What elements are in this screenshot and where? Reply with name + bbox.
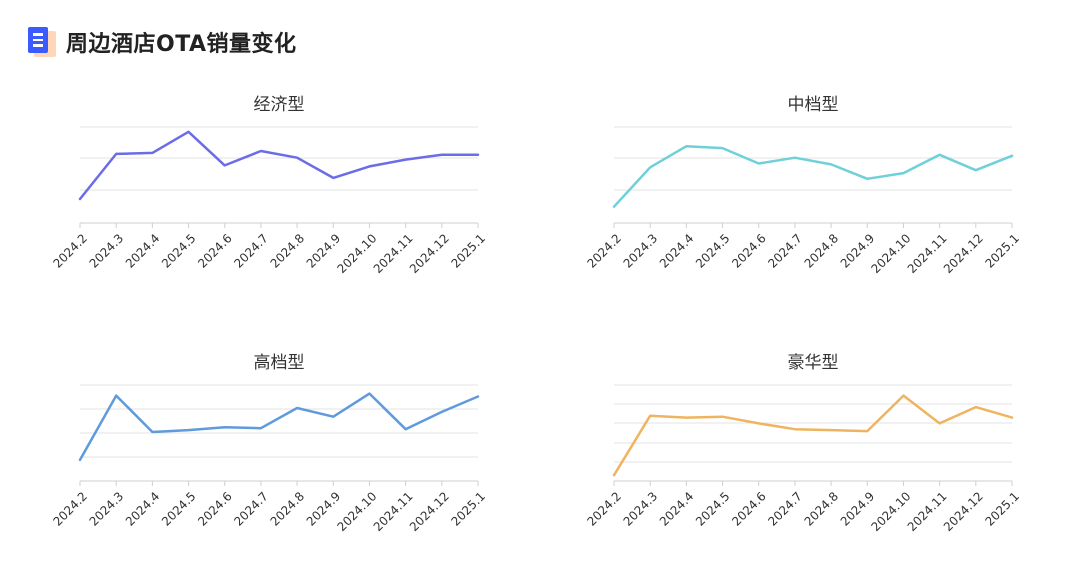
x-tick-label: 2024.4 (657, 231, 697, 271)
x-tick-label: 2024.5 (693, 489, 733, 529)
x-tick-label: 2024.5 (159, 489, 199, 529)
chart-title: 豪华型 (788, 352, 839, 373)
page-header: 周边酒店OTA销量变化 (28, 26, 297, 58)
series-line (78, 130, 480, 201)
x-tick-label: 2024.8 (802, 489, 842, 529)
page-title: 周边酒店OTA销量变化 (66, 32, 297, 57)
x-tick-label: 2025.1 (982, 231, 1022, 271)
x-tick-label: 2024.7 (231, 489, 271, 529)
x-tick-label: 2024.3 (621, 231, 661, 271)
chart-title: 高档型 (254, 353, 305, 373)
x-tick-label: 2024.4 (123, 489, 163, 529)
x-tick-label: 2024.8 (802, 231, 842, 271)
x-tick-label: 2024.7 (231, 231, 271, 271)
x-tick-label: 2024.6 (195, 231, 235, 271)
x-tick-label: 2024.2 (584, 489, 624, 529)
x-tick-label: 2024.3 (621, 489, 661, 529)
x-tick-label: 2024.3 (87, 231, 127, 271)
x-tick-label: 2024.4 (657, 489, 697, 529)
x-tick-label: 2024.5 (693, 231, 733, 271)
x-tick-label: 2024.5 (159, 231, 199, 271)
x-tick-label: 2024.2 (50, 231, 90, 271)
series-line (78, 392, 480, 462)
x-tick-label: 2024.6 (729, 231, 769, 271)
x-tick-label: 2024.2 (584, 231, 624, 271)
x-tick-label: 2024.8 (268, 231, 308, 271)
x-tick-label: 2024.4 (123, 231, 163, 271)
series-line (612, 144, 1014, 208)
x-tick-label: 2024.6 (729, 489, 769, 529)
x-tick-label: 2024.7 (765, 489, 805, 529)
x-tick-label: 2025.1 (448, 231, 488, 271)
x-tick-label: 2024.12 (941, 231, 986, 276)
chart-upscale: 高档型2024.22024.32024.42024.52024.62024.72… (50, 353, 488, 534)
chart-title: 经济型 (254, 95, 305, 115)
x-tick-label: 2024.12 (941, 489, 986, 534)
chart-economy: 经济型2024.22024.32024.42024.52024.62024.72… (50, 95, 488, 276)
chart-title: 中档型 (788, 95, 839, 115)
x-tick-label: 2025.1 (448, 489, 488, 529)
chart-midrange: 中档型2024.22024.32024.42024.52024.62024.72… (584, 95, 1022, 276)
x-tick-label: 2024.12 (407, 231, 452, 276)
x-tick-label: 2024.7 (765, 231, 805, 271)
x-tick-label: 2025.1 (982, 489, 1022, 529)
x-tick-label: 2024.3 (87, 489, 127, 529)
series-line (612, 394, 1014, 477)
x-tick-label: 2024.2 (50, 489, 90, 529)
x-tick-label: 2024.12 (407, 489, 452, 534)
chart-luxury: 豪华型2024.22024.32024.42024.52024.62024.72… (584, 352, 1022, 534)
document-list-icon (28, 27, 56, 57)
x-tick-label: 2024.8 (268, 489, 308, 529)
x-tick-label: 2024.6 (195, 489, 235, 529)
